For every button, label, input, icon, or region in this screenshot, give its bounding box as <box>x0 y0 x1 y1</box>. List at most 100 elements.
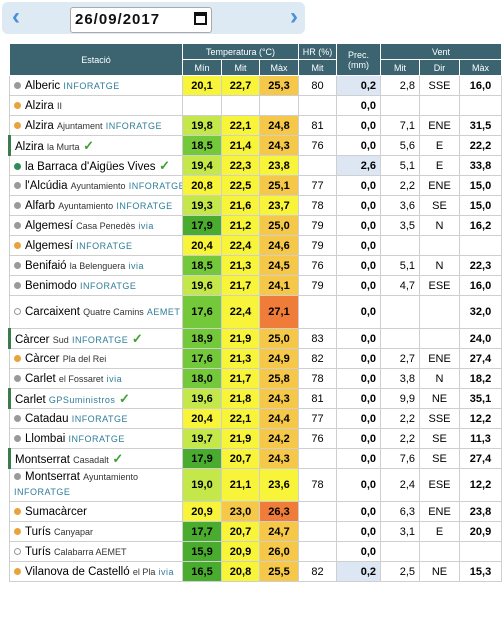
station-name[interactable]: Alfarb <box>25 199 56 212</box>
station-name[interactable]: Montserrat <box>15 453 70 466</box>
station-name[interactable]: Alzira <box>25 119 54 132</box>
next-day-icon[interactable]: › <box>290 3 298 30</box>
station-name[interactable]: Alzira <box>15 140 44 153</box>
temp-min-cell <box>182 95 222 116</box>
station-name[interactable]: Llombai <box>25 432 66 445</box>
station-name-cell[interactable]: Benifaió la Belenguera ivia <box>9 255 183 276</box>
temp-min-header[interactable]: Mín <box>182 59 222 76</box>
station-name-cell[interactable]: Montserrat Ayuntamiento INFORATGE <box>9 468 183 502</box>
wind-max-cell: 12,2 <box>459 408 502 429</box>
precipitation-cell: 0,0 <box>336 501 381 522</box>
station-name[interactable]: Catadau <box>25 412 69 425</box>
station-name-cell[interactable]: Montserrat Casadalt ✓ <box>8 448 183 469</box>
station-name-cell[interactable]: Alfarb Ayuntamiento INFORATGE <box>9 195 183 216</box>
date-input[interactable]: 26/09/2017 <box>70 7 212 33</box>
station-name-cell[interactable]: Catadau INFORATGE <box>9 408 183 429</box>
station-name[interactable]: Turís <box>25 525 51 538</box>
temp-mit-header[interactable]: Mit <box>221 59 260 76</box>
wind-max-cell: 22,3 <box>459 255 502 276</box>
wind-mit-cell: 2,4 <box>380 468 420 502</box>
station-sublabel: Quatre Camins <box>83 306 144 317</box>
temperature-header[interactable]: Temperatura (°C) <box>182 43 299 60</box>
table-row: Montserrat Ayuntamiento INFORATGE 19,0 21,… <box>9 468 502 502</box>
wind-max-cell <box>459 95 502 116</box>
temp-max-cell: 23,7 <box>259 195 299 216</box>
station-sublabel: II <box>56 100 62 111</box>
station-name-cell[interactable]: Càrcer Sud INFORATGE ✓ <box>8 328 183 349</box>
station-status-icon <box>14 473 21 481</box>
station-name[interactable]: Algemesí <box>25 219 73 232</box>
station-name-cell[interactable]: Algemesí Casa Penedès ivia <box>9 215 183 236</box>
table-row: l'Alcúdia Ayuntamiento INFORATGE 20,8 22,5… <box>9 175 502 196</box>
station-name-cell[interactable]: Càrcer Pla del Rei <box>9 348 183 369</box>
station-name-cell[interactable]: Benimodo INFORATGE <box>9 275 183 296</box>
wind-max-cell: 16,0 <box>459 75 502 96</box>
temp-min-cell: 19,4 <box>182 155 222 176</box>
humidity-cell: 79 <box>298 275 337 296</box>
station-name[interactable]: Vilanova de Castelló <box>25 565 130 578</box>
humidity-cell: 82 <box>298 348 337 369</box>
wind-dir-cell: NE <box>419 561 460 582</box>
station-name[interactable]: Sumacàrcer <box>25 505 87 518</box>
temp-max-header[interactable]: Màx <box>259 59 299 76</box>
station-name[interactable]: Turís <box>25 545 51 558</box>
station-name-cell[interactable]: Alberic INFORATGE <box>9 75 183 96</box>
humidity-header[interactable]: HR (%) <box>298 43 337 60</box>
table-row: Carcaixent Quatre Camins AEMET 17,6 22,4 27… <box>9 295 502 329</box>
humidity-cell: 82 <box>298 561 337 582</box>
station-name-cell[interactable]: Algemesí INFORATGE <box>9 235 183 256</box>
station-name-cell[interactable]: Sumacàrcer <box>9 501 183 522</box>
wind-max-header[interactable]: Màx <box>459 59 502 76</box>
station-name[interactable]: Benifaió <box>25 259 67 272</box>
wind-dir-cell <box>419 295 460 329</box>
wind-mit-cell <box>380 295 420 329</box>
station-name-cell[interactable]: Alzira II <box>9 95 183 116</box>
precipitation-cell: 0,0 <box>336 275 381 296</box>
table-row: Turís Calabarra AEMET 15,9 20,9 26,0 0,0 <box>9 541 502 562</box>
station-name[interactable]: Algemesí <box>25 239 73 252</box>
wind-dir-header[interactable]: Dir <box>419 59 460 76</box>
humidity-cell <box>298 521 337 542</box>
hr-mit-header[interactable]: Mit <box>298 59 337 76</box>
station-name[interactable]: Càrcer <box>25 352 60 365</box>
station-name-cell[interactable]: Carcaixent Quatre Camins AEMET <box>9 295 183 329</box>
station-name-cell[interactable]: Llombai INFORATGE <box>9 428 183 449</box>
station-name-cell[interactable]: Carlet GPSuministros ✓ <box>8 388 183 409</box>
station-header[interactable]: Estació <box>9 43 183 76</box>
station-name[interactable]: Montserrat <box>25 471 80 483</box>
station-name[interactable]: Carlet <box>15 393 46 406</box>
humidity-cell <box>298 155 337 176</box>
wind-mit-cell: 5,6 <box>380 135 420 156</box>
temp-mit-cell: 21,9 <box>221 428 260 449</box>
station-name-cell[interactable]: Vilanova de Castelló el Pla ivia <box>9 561 183 582</box>
station-name[interactable]: Càrcer <box>15 333 50 346</box>
wind-mit-cell: 2,5 <box>380 561 420 582</box>
station-name-cell[interactable]: Alzira la Murta ✓ <box>8 135 183 156</box>
temp-max-cell: 24,3 <box>259 448 299 469</box>
station-name[interactable]: Benimodo <box>25 279 77 292</box>
station-name-cell[interactable]: Carlet el Fossaret ivia <box>9 368 183 389</box>
precipitation-header[interactable]: Prec. (mm) <box>336 43 381 76</box>
station-name-cell[interactable]: Alzira Ajuntament INFORATGE <box>9 115 183 136</box>
station-name[interactable]: l'Alcúdia <box>25 179 68 192</box>
station-name[interactable]: Carlet <box>25 372 56 385</box>
temp-min-cell: 18,5 <box>182 135 222 156</box>
wind-header[interactable]: Vent <box>380 43 502 60</box>
station-sublabel: la Belenguera <box>69 260 126 271</box>
station-name[interactable]: Carcaixent <box>25 305 80 318</box>
wind-mit-header[interactable]: Mit <box>380 59 420 76</box>
calendar-icon[interactable] <box>194 12 207 25</box>
temp-mit-cell: 22,1 <box>221 408 260 429</box>
station-name[interactable]: Alzira <box>25 99 54 112</box>
station-name[interactable]: Alberic <box>25 79 61 92</box>
station-name-cell[interactable]: la Barraca d'Aigües Vives ✓ <box>9 155 183 176</box>
source-logo: INFORATGE <box>71 413 129 424</box>
station-name-cell[interactable]: Turís Canyapar <box>9 521 183 542</box>
station-name-cell[interactable]: l'Alcúdia Ayuntamiento INFORATGE <box>9 175 183 196</box>
prev-day-icon[interactable]: ‹ <box>12 3 20 30</box>
humidity-cell: 81 <box>298 115 337 136</box>
station-name[interactable]: la Barraca d'Aigües Vives <box>25 160 156 173</box>
source-logo: INFORATGE <box>80 280 137 291</box>
station-name-cell[interactable]: Turís Calabarra AEMET <box>9 541 183 562</box>
temp-min-cell: 17,9 <box>182 448 222 469</box>
